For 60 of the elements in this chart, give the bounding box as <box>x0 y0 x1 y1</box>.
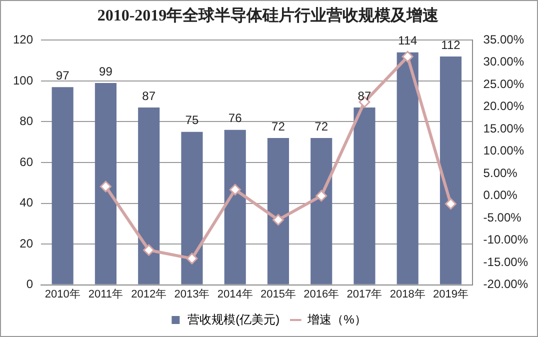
bar <box>181 132 203 284</box>
bar <box>138 107 160 284</box>
x-tick-label: 2012年 <box>131 288 167 300</box>
bar <box>224 130 246 284</box>
x-tick-label: 2013年 <box>174 288 210 300</box>
point <box>444 198 456 210</box>
data-label: 112 <box>441 38 461 52</box>
data-label: 76 <box>228 111 242 126</box>
y2-tick-label: 5.00% <box>483 166 518 180</box>
y2-tick-label: -15.00% <box>483 254 528 269</box>
y2-tick-label: 10.00% <box>483 144 524 158</box>
x-tick-label: 2018年 <box>390 288 426 300</box>
data-label: 75 <box>185 113 199 128</box>
point <box>186 252 198 264</box>
bar <box>52 87 74 284</box>
y2-tick-label: 15.00% <box>483 121 524 136</box>
legend-label: 营收规模(亿美元) <box>188 312 280 326</box>
y-tick-label: 120 <box>12 32 34 47</box>
data-label: 99 <box>99 64 113 78</box>
y-tick-label: 0 <box>26 277 34 292</box>
x-tick-label: 2017年 <box>346 288 382 300</box>
y-tick-label: 20 <box>20 236 34 250</box>
y-tick-label: 80 <box>20 114 34 128</box>
y2-tick-label: -20.00% <box>483 277 528 292</box>
y2-tick-label: 20.00% <box>483 99 524 114</box>
y-tick-label: 40 <box>20 196 34 210</box>
x-tick-label: 2011年 <box>88 288 124 300</box>
bar <box>396 52 418 284</box>
point <box>143 244 155 256</box>
point <box>272 214 284 226</box>
data-label: 97 <box>56 68 70 82</box>
y-tick-label: 60 <box>20 154 34 169</box>
x-tick-label: 2015年 <box>260 288 296 300</box>
legend-label: 增速（%） <box>306 312 366 326</box>
point <box>100 180 112 192</box>
x-tick-label: 2016年 <box>304 288 340 300</box>
y2-tick-label: 30.00% <box>483 54 524 69</box>
bar <box>94 83 116 284</box>
x-tick-label: 2019年 <box>433 288 468 300</box>
chart-title: 2010-2019年全球半导体硅片行业营收规模及增速 <box>97 6 440 25</box>
data-label: 72 <box>314 119 328 134</box>
x-tick-label: 2014年 <box>217 288 253 300</box>
data-label: 114 <box>398 34 418 48</box>
point <box>402 50 414 62</box>
point <box>229 184 241 196</box>
y2-tick-label: 25.00% <box>483 76 524 91</box>
data-label: 87 <box>358 88 372 103</box>
bar <box>310 138 332 284</box>
bar <box>354 107 376 284</box>
y2-tick-label: 35.00% <box>483 32 524 47</box>
data-label: 72 <box>272 119 286 134</box>
point <box>316 190 328 202</box>
y2-tick-label: -10.00% <box>483 232 528 247</box>
y2-tick-label: 0.00% <box>483 188 518 202</box>
y2-tick-label: -5.00% <box>483 210 522 224</box>
data-label: 87 <box>142 88 156 103</box>
x-tick-label: 2010年 <box>44 288 80 300</box>
bar <box>267 138 290 284</box>
y-tick-label: 100 <box>12 73 34 88</box>
bar <box>440 56 462 284</box>
